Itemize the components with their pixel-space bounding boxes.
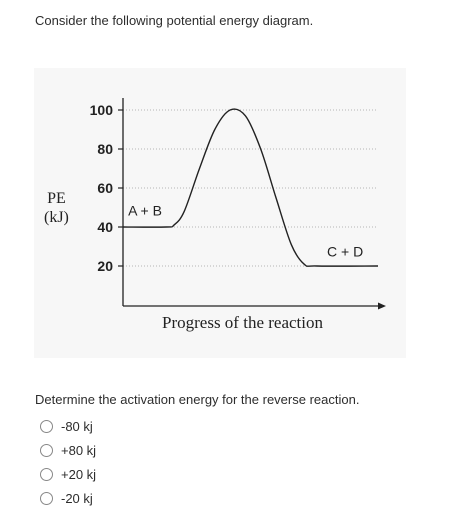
products-label: C + D (327, 243, 363, 259)
answer-options: -80 kj +80 kj +20 kj -20 kj (40, 414, 96, 510)
energy-curve (122, 108, 379, 267)
y-axis-label-line1: PE (47, 190, 66, 207)
prompt-text: Consider the following potential energy … (35, 13, 314, 28)
option-2[interactable]: +80 kj (40, 438, 96, 462)
x-axis-arrow (378, 302, 386, 310)
y-tick-label: 100 (90, 102, 114, 118)
y-tick-label: 60 (97, 180, 113, 196)
question-text: Determine the activation energy for the … (35, 392, 360, 407)
option-1[interactable]: -80 kj (40, 414, 96, 438)
option-label: -20 kj (61, 490, 93, 506)
y-tick-label: 80 (97, 141, 113, 157)
option-3[interactable]: +20 kj (40, 462, 96, 486)
option-label: +20 kj (61, 466, 97, 482)
potential-energy-diagram: 100 80 60 40 20 A + B C + D PE (kJ) Progress … (34, 68, 406, 358)
y-axis-label-line2: (kJ) (44, 209, 69, 226)
y-axis-label: PE (kJ) (44, 189, 69, 227)
radio-button[interactable] (40, 443, 53, 457)
reactants-label: A + B (128, 202, 162, 218)
y-tick-label: 40 (97, 219, 113, 235)
y-tick-label: 20 (97, 258, 113, 274)
radio-button[interactable] (40, 467, 53, 481)
option-4[interactable]: -20 kj (40, 486, 96, 510)
option-label: +80 kj (61, 442, 97, 458)
option-label: -80 kj (61, 418, 93, 434)
radio-button[interactable] (40, 419, 53, 433)
radio-button[interactable] (40, 491, 53, 505)
x-axis-label: Progress of the reaction (162, 313, 323, 332)
chart-svg: 100 80 60 40 20 A + B C + D (90, 98, 386, 310)
